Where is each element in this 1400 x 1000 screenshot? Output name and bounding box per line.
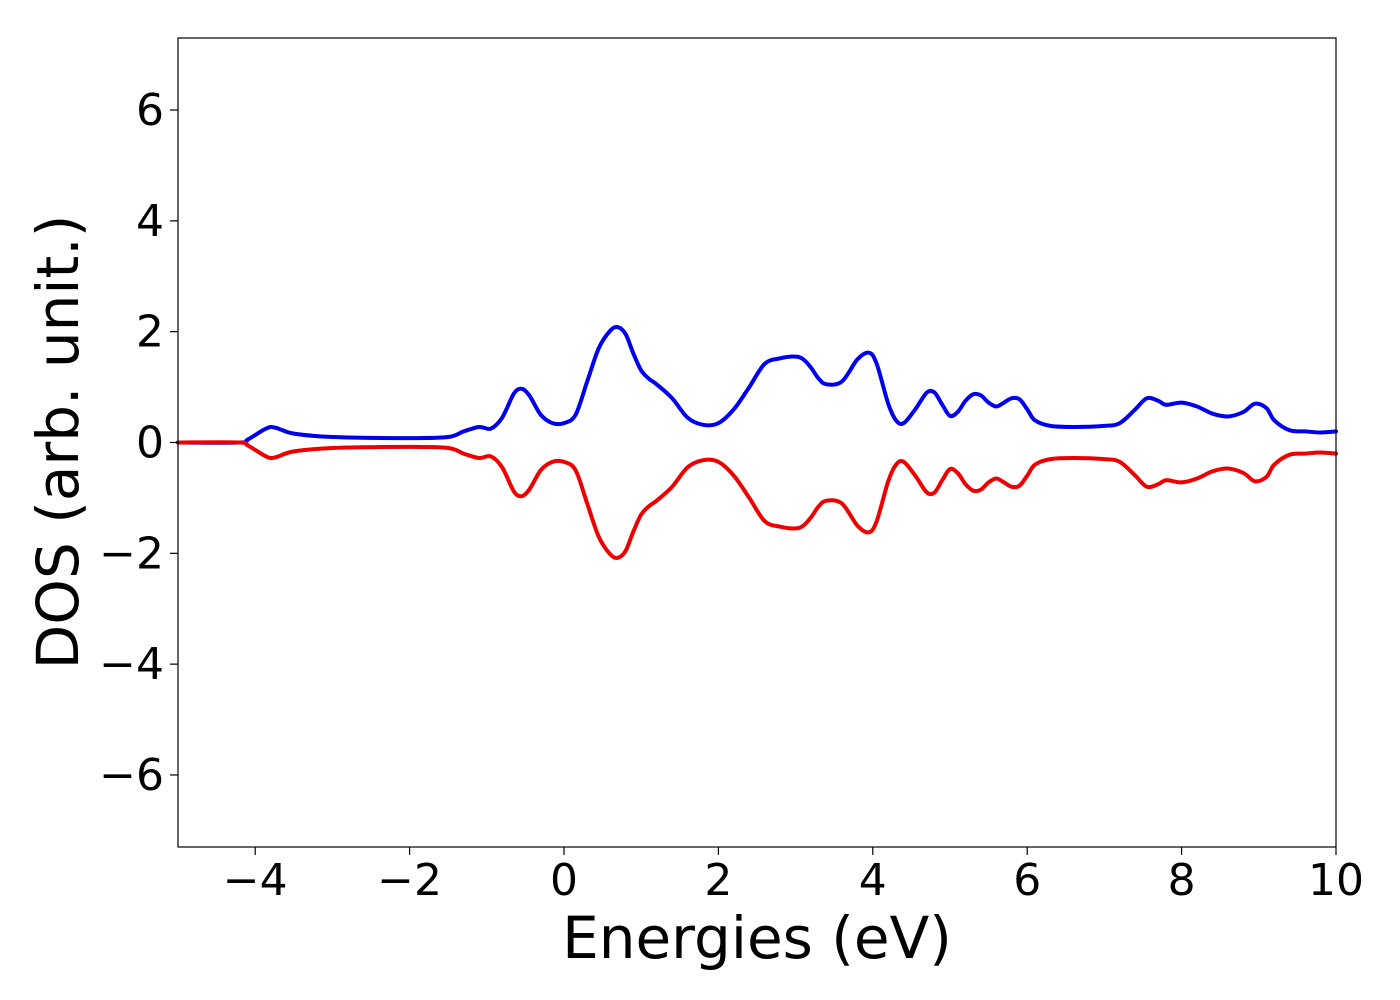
x-axis-ticks: −4 −2 0 2 4 6 8 10: [223, 847, 1364, 906]
x-tick-label: −2: [377, 855, 442, 906]
y-tick-label: 0: [136, 418, 164, 469]
x-tick-label: 8: [1168, 855, 1196, 906]
y-tick-label: −4: [99, 639, 164, 690]
series-layer: [176, 324, 1338, 561]
series-line-1: [176, 324, 1338, 445]
x-tick-label: 2: [704, 855, 732, 906]
x-tick-label: −4: [223, 855, 288, 906]
x-tick-label: 4: [859, 855, 887, 906]
series-line-2: [176, 440, 1338, 561]
y-axis-ticks: −6 −4 −2 0 2 4 6: [99, 85, 178, 801]
x-tick-label: 0: [550, 855, 578, 906]
x-tick-label: 10: [1308, 855, 1364, 906]
y-tick-label: 4: [136, 196, 164, 247]
y-tick-label: −2: [99, 528, 164, 579]
x-axis-title: Energies (eV): [562, 904, 952, 972]
y-axis-title: DOS (arb. unit.): [24, 215, 92, 670]
y-tick-label: 6: [136, 85, 164, 136]
y-tick-label: −6: [99, 750, 164, 801]
x-tick-label: 6: [1013, 855, 1041, 906]
y-tick-label: 2: [136, 307, 164, 358]
